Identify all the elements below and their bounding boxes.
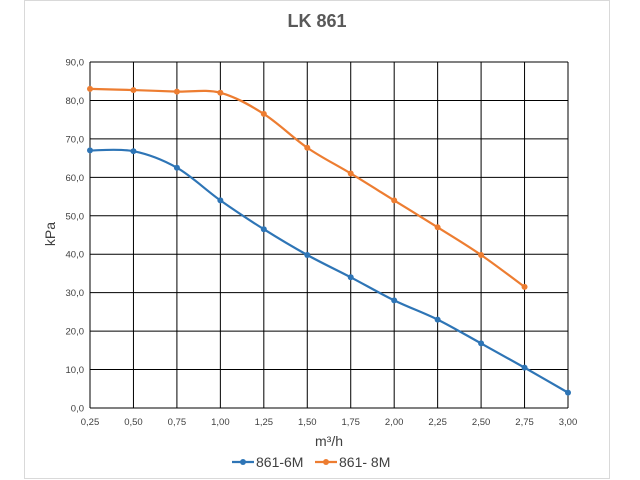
line-chart: LK 861 0,0 10,0 20,0 30,0 40,0 50,0 60,0 70,0 80… bbox=[42, 11, 578, 470]
x-tick-label: 3,00 bbox=[559, 417, 578, 428]
x-tick-label: 2,75 bbox=[515, 417, 534, 428]
data-point bbox=[478, 251, 485, 258]
x-tick-label: 2,25 bbox=[428, 417, 447, 428]
data-point bbox=[130, 148, 137, 155]
data-point bbox=[565, 389, 571, 396]
x-axis-label: m³/h bbox=[315, 433, 343, 449]
data-point bbox=[260, 110, 267, 117]
data-point bbox=[478, 340, 485, 347]
x-tick-label: 1,00 bbox=[211, 417, 230, 428]
x-tick-label: 1,25 bbox=[255, 417, 274, 428]
legend-label: 861- 8M bbox=[339, 454, 390, 470]
x-tick-label: 1,75 bbox=[341, 417, 360, 428]
series-line bbox=[89, 148, 569, 394]
legend: 861-6M 861- 8M bbox=[232, 454, 390, 470]
x-tick-label: 1,50 bbox=[298, 417, 317, 428]
data-point bbox=[347, 274, 354, 281]
legend-marker bbox=[240, 459, 246, 465]
legend-entry: 861-6M bbox=[232, 454, 303, 470]
data-point bbox=[304, 144, 311, 151]
data-point bbox=[173, 164, 180, 171]
data-point bbox=[434, 316, 441, 323]
y-tick-label: 0,0 bbox=[71, 404, 84, 415]
y-axis-ticks: 0,0 10,0 20,0 30,0 40,0 50,0 60,0 70,0 80,0 90,0 bbox=[66, 58, 85, 415]
legend-marker bbox=[323, 459, 329, 465]
data-point bbox=[260, 226, 267, 233]
y-tick-label: 80,0 bbox=[66, 96, 85, 107]
x-tick-label: 2,50 bbox=[472, 417, 491, 428]
x-tick-label: 0,25 bbox=[81, 417, 100, 428]
x-axis-ticks: 0,25 0,50 0,75 1,00 1,25 1,50 1,75 2,00 2,25 2,50… bbox=[81, 417, 578, 428]
y-tick-label: 70,0 bbox=[66, 134, 85, 145]
data-point bbox=[217, 197, 224, 204]
x-tick-label: 0,50 bbox=[124, 417, 143, 428]
y-tick-label: 40,0 bbox=[66, 250, 85, 261]
series-2 bbox=[87, 85, 528, 290]
data-point bbox=[521, 364, 528, 371]
legend-label: 861-6M bbox=[256, 454, 303, 470]
chart-title: LK 861 bbox=[287, 11, 346, 31]
data-point bbox=[391, 297, 398, 304]
data-point bbox=[130, 87, 137, 94]
y-tick-label: 20,0 bbox=[66, 327, 85, 338]
data-point bbox=[87, 85, 93, 92]
chart-frame: LK 861 0,0 10,0 20,0 30,0 40,0 50,0 60,0 70,0 80… bbox=[24, 0, 610, 479]
data-point bbox=[217, 89, 224, 96]
y-tick-label: 60,0 bbox=[66, 173, 85, 184]
data-point bbox=[347, 170, 354, 177]
data-point bbox=[173, 88, 180, 95]
data-point bbox=[434, 224, 441, 231]
x-tick-label: 2,00 bbox=[385, 417, 404, 428]
data-point bbox=[304, 251, 311, 258]
y-tick-label: 90,0 bbox=[66, 58, 85, 69]
data-point bbox=[87, 147, 93, 154]
x-tick-label: 0,75 bbox=[168, 417, 187, 428]
data-point bbox=[391, 197, 398, 204]
y-tick-label: 10,0 bbox=[66, 365, 85, 376]
y-axis-label: kPa bbox=[42, 222, 58, 246]
grid-lines bbox=[89, 61, 569, 409]
series-1 bbox=[87, 147, 571, 396]
legend-entry: 861- 8M bbox=[315, 454, 390, 470]
y-tick-label: 50,0 bbox=[66, 211, 85, 222]
y-tick-label: 30,0 bbox=[66, 288, 85, 299]
data-point bbox=[521, 283, 528, 290]
series-layer bbox=[87, 85, 571, 396]
